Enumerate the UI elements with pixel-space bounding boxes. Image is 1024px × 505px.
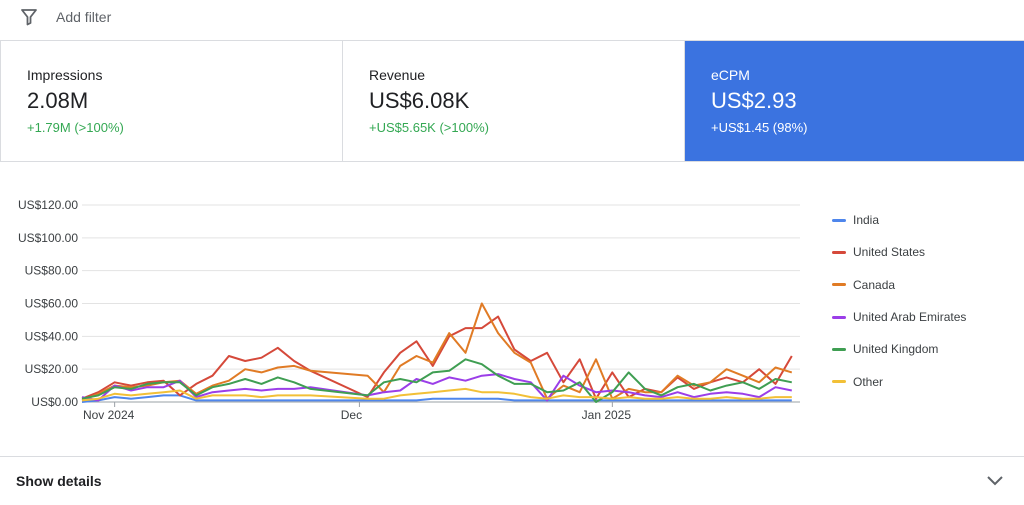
legend-label: Other	[853, 374, 884, 389]
y-tick-label: US$40.00	[25, 329, 79, 343]
chart-legend: India United States Canada United Arab Emir…	[832, 204, 966, 398]
legend-item[interactable]: India	[832, 204, 966, 236]
metric-value: 2.08M	[27, 88, 89, 113]
legend-item[interactable]: United States	[832, 236, 966, 268]
legend-item[interactable]: Canada	[832, 269, 966, 301]
legend-item[interactable]: United Kingdom	[832, 333, 966, 365]
legend-swatch	[832, 380, 846, 384]
metric-value: US$2.93	[711, 88, 797, 113]
add-filter-label[interactable]: Add filter	[56, 9, 112, 25]
legend-label: India	[853, 213, 880, 228]
y-tick-label: US$20.00	[25, 362, 79, 376]
legend-swatch	[832, 315, 846, 319]
series-line-united-states	[81, 315, 793, 400]
y-tick-label: US$120.00	[18, 198, 78, 212]
legend-label: United States	[853, 245, 926, 260]
filter-bar[interactable]: Add filter	[0, 0, 1024, 34]
legend-item[interactable]: Other	[832, 365, 966, 397]
y-tick-label: US$100.00	[18, 231, 78, 245]
metric-card-ecpm[interactable]: eCPM US$2.93 +US$1.45 (98%)	[684, 41, 1024, 161]
legend-swatch	[832, 218, 846, 222]
legend-label: Canada	[853, 277, 896, 292]
chevron-down-icon	[987, 476, 1003, 486]
show-details-button[interactable]: Show details	[0, 456, 1024, 505]
y-tick-label: US$0.00	[31, 395, 78, 409]
metric-delta: +1.79M (>100%)	[27, 120, 124, 135]
series-line-united-kingdom	[81, 358, 792, 403]
legend-item[interactable]: United Arab Emirates	[832, 301, 966, 333]
legend-swatch	[832, 347, 846, 351]
series-line-india	[81, 394, 792, 403]
y-tick-label: US$60.00	[25, 297, 79, 311]
metric-value: US$6.08K	[369, 88, 470, 113]
legend-swatch	[832, 250, 846, 254]
metric-title: Revenue	[369, 67, 426, 83]
metric-cards: Impressions 2.08M +1.79M (>100%) Revenue…	[0, 40, 1024, 162]
line-chart: US$0.00 US$20.00 US$40.00 US$60.00 US$80.00 U…	[18, 198, 800, 422]
legend-label: United Kingdom	[853, 342, 939, 357]
y-tick-label: US$80.00	[25, 264, 79, 278]
filter-icon[interactable]	[20, 8, 38, 26]
legend-label: United Arab Emirates	[853, 310, 967, 325]
series-line-other	[81, 387, 792, 402]
metric-title: eCPM	[711, 67, 750, 83]
metric-title: Impressions	[27, 67, 103, 83]
legend-swatch	[832, 283, 846, 287]
show-details-label: Show details	[16, 473, 102, 489]
metric-delta: +US$5.65K (>100%)	[369, 120, 489, 135]
x-tick-label: Nov 2024	[83, 408, 135, 422]
series-line-canada	[81, 302, 793, 402]
metric-card-revenue[interactable]: Revenue US$6.08K +US$5.65K (>100%)	[342, 41, 684, 161]
metric-card-impressions[interactable]: Impressions 2.08M +1.79M (>100%)	[0, 41, 342, 161]
x-tick-label: Jan 2025	[582, 408, 632, 422]
metric-delta: +US$1.45 (98%)	[711, 120, 808, 135]
x-tick-label: Dec	[341, 408, 362, 422]
